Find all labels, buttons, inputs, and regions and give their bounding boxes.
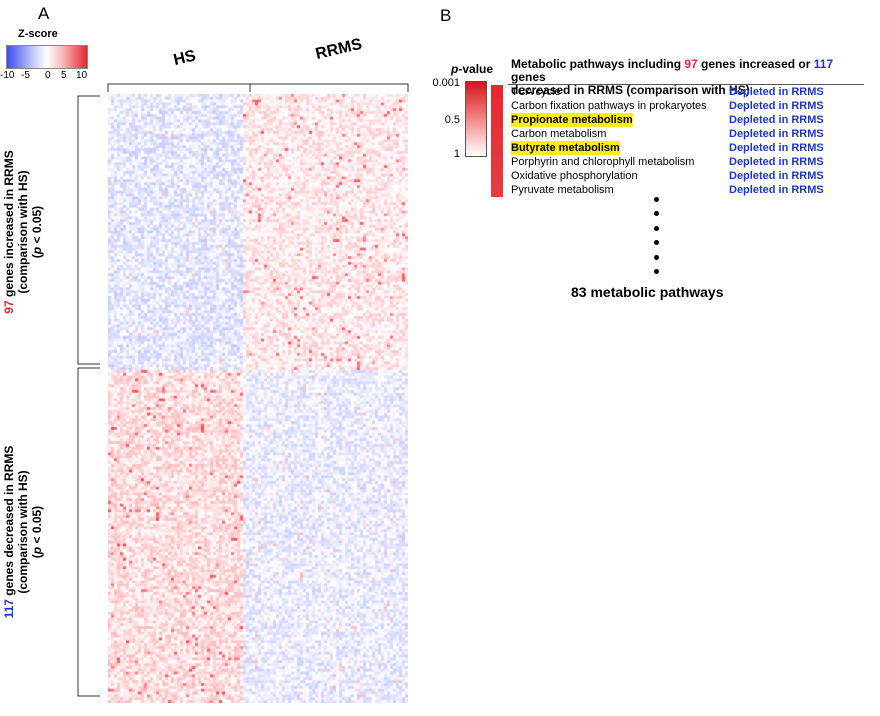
- pathway-pvalue-cell: [491, 183, 503, 197]
- group-label-hs: HS: [171, 47, 198, 70]
- pathway-name: Pyruvate metabolism: [511, 184, 614, 196]
- pathway-status: Depleted in RRMS: [729, 184, 824, 196]
- increased-line2: (comparison with HS): [16, 170, 30, 294]
- pathway-pvalue-cell: [491, 155, 503, 169]
- pvalue-tick: 0.001: [432, 77, 460, 89]
- pvalue-tick: 0.5: [444, 114, 460, 126]
- zscore-tick: -5: [21, 70, 30, 81]
- pathway-pvalue-cell: [491, 85, 503, 99]
- pathway-status: Depleted in RRMS: [729, 100, 824, 112]
- pathway-status: Depleted in RRMS: [729, 86, 824, 98]
- zscore-tick: 10: [76, 70, 88, 81]
- header-count-down: 117: [813, 57, 834, 71]
- increased-line1: genes increased in RRMS: [2, 150, 16, 298]
- pvalue-colorbar: [465, 81, 487, 157]
- header-rule: [508, 84, 864, 85]
- pathway-status: Depleted in RRMS: [729, 128, 824, 140]
- pathway-name: Porphyrin and chlorophyll metabolism: [511, 156, 695, 168]
- zscore-tick: 0: [45, 70, 51, 81]
- pathway-status: Depleted in RRMS: [729, 170, 824, 182]
- pathway-name: Carbon metabolism: [511, 128, 607, 140]
- ellipsis-dot: [654, 255, 659, 260]
- pathway-status: Depleted in RRMS: [729, 142, 824, 154]
- column-bracket: [107, 83, 409, 92]
- decreased-line3: (p < 0.05): [30, 505, 44, 559]
- ellipsis-dot: [654, 269, 659, 274]
- more-pathways-label: 83 metabolic pathways: [571, 284, 724, 300]
- pathway-status: Depleted in RRMS: [729, 156, 824, 168]
- increased-count: 97: [2, 300, 16, 314]
- zscore-ticks: -10 -5 0 5 10: [0, 70, 100, 84]
- decreased-line1: genes decreased in RRMS: [2, 445, 16, 596]
- zscore-colorbar: [6, 45, 88, 69]
- pathway-name: Butyrate metabolism: [511, 141, 620, 155]
- pvalue-tick: 1: [453, 148, 460, 160]
- pathway-name: TCA cycle: [511, 86, 561, 98]
- pvalue-title: p-value: [451, 62, 494, 76]
- increased-genes-label: 97 genes increased in RRMS (comparison w…: [2, 112, 50, 352]
- pathway-table-header: Metabolic pathways including 97 genes in…: [511, 57, 834, 97]
- increased-line3: (p < 0.05): [30, 205, 44, 259]
- ellipsis-dot: [654, 211, 659, 216]
- pathway-pvalue-cell: [491, 141, 503, 155]
- pathway-name: Carbon fixation pathways in prokaryotes: [511, 100, 707, 112]
- row-bracket: [77, 95, 100, 697]
- ellipsis-dot: [654, 197, 659, 202]
- zscore-tick: -10: [0, 70, 15, 81]
- decreased-line2: (comparison with HS): [16, 470, 30, 594]
- pathway-status: Depleted in RRMS: [729, 114, 824, 126]
- pathway-name: Propionate metabolism: [511, 113, 633, 127]
- panel-b-letter: B: [440, 6, 452, 25]
- pathway-pvalue-cell: [491, 127, 503, 141]
- pathway-pvalue-cell: [491, 99, 503, 113]
- group-label-rrms: RRMS: [313, 35, 364, 64]
- pathway-name: Oxidative phosphorylation: [511, 170, 638, 182]
- ellipsis-dot: [654, 226, 659, 231]
- panel-a-letter: A: [38, 4, 50, 23]
- decreased-genes-label: 117 genes decreased in RRMS (comparison …: [2, 412, 50, 652]
- header-count-up: 97: [684, 57, 698, 71]
- decreased-count: 117: [2, 599, 16, 619]
- pathway-pvalue-cell: [491, 169, 503, 183]
- zscore-tick: 5: [61, 70, 67, 81]
- pathway-pvalue-cell: [491, 113, 503, 127]
- zscore-title: Z-score: [18, 28, 58, 40]
- ellipsis-dot: [654, 240, 659, 245]
- heatmap: [108, 94, 408, 703]
